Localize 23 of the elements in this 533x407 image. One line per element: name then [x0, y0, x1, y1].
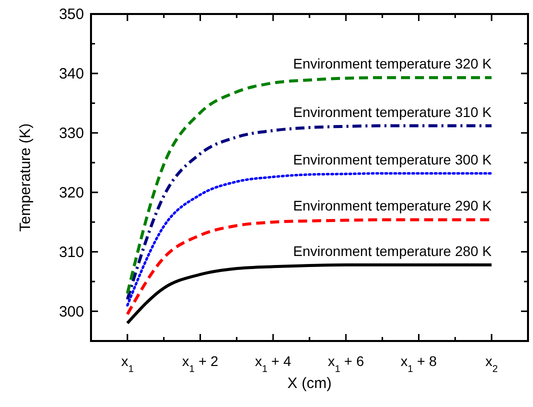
y-axis-title: Temperature (K)	[17, 123, 34, 232]
y-tick-label: 350	[58, 6, 84, 23]
y-tick-label: 320	[58, 184, 84, 202]
x-tick-label: x$_{1}$ + 2	[182, 353, 219, 374]
line-series	[126, 76, 494, 295]
annotation: Environment temperature 320 K	[293, 56, 492, 72]
line-series	[126, 124, 494, 301]
x-tick-label: x$_{1}$ + 6	[328, 353, 364, 374]
line-series	[126, 172, 493, 307]
x-tick-label: x$_{2}$	[485, 353, 498, 374]
y-tick-label: 340	[58, 65, 84, 82]
annotation: Environment temperature 290 K	[293, 198, 492, 214]
x-tick-label: x$_{1}$ + 4	[254, 353, 292, 374]
x-tick-label: x$_{1}$ + 8	[400, 353, 438, 374]
x-axis-title: X (cm)	[287, 375, 332, 392]
line-series	[126, 263, 494, 325]
y-tick-label: 310	[58, 244, 84, 261]
y-tick-label: 330	[58, 124, 84, 142]
x-tick-label: x$_{1}$	[121, 353, 134, 374]
annotation: Environment temperature 280 K	[293, 242, 492, 259]
annotation: Environment temperature 310 K	[293, 104, 492, 120]
annotation: Environment temperature 300 K	[293, 151, 492, 168]
y-tick-label: 300	[58, 303, 84, 320]
